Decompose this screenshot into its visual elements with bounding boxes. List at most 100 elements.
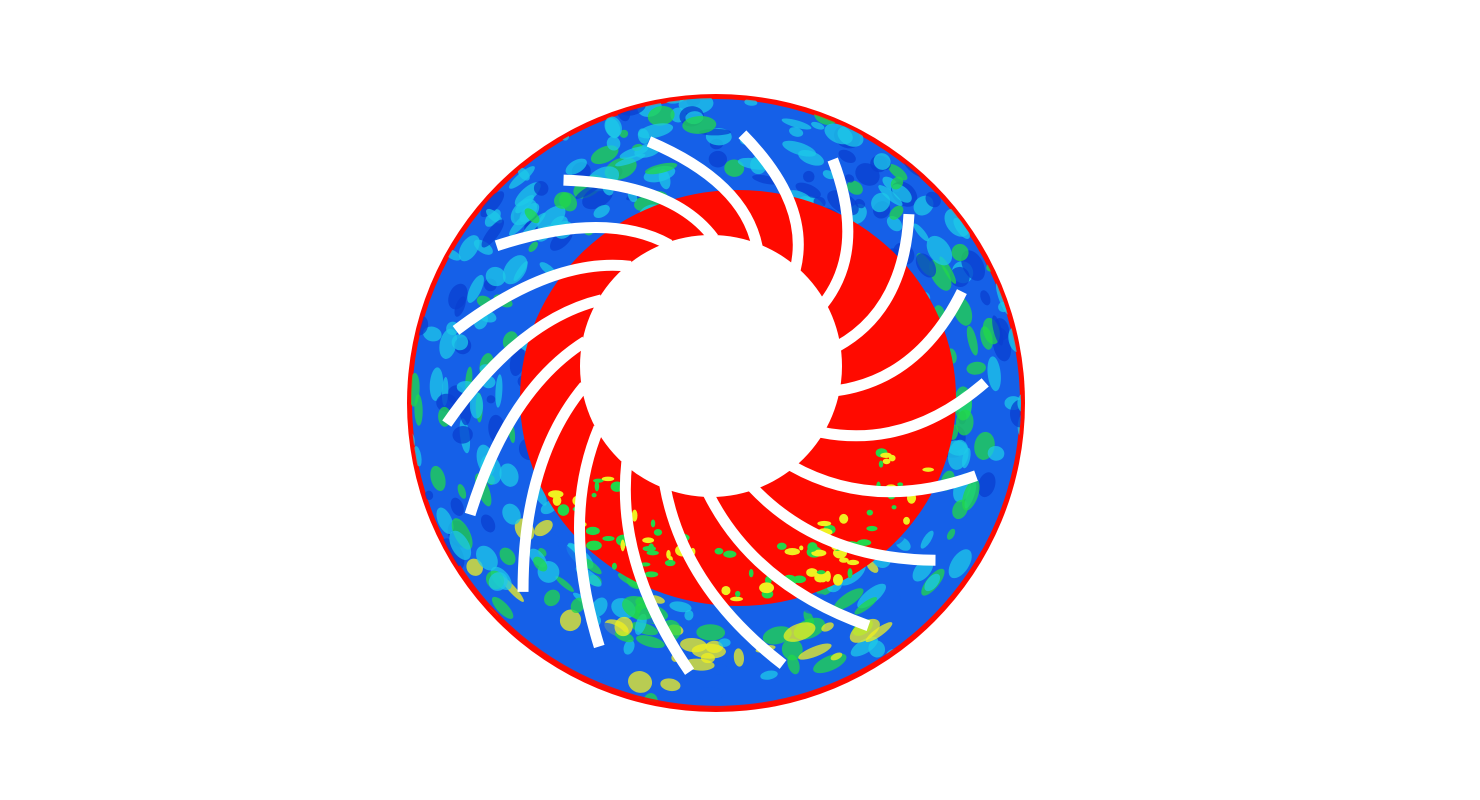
flow-eddy [885,585,901,602]
flow-eddy [480,514,496,533]
flow-eddy [593,204,610,218]
red-zone-speckle [891,505,897,510]
flow-eddy [439,328,458,359]
red-zone-speckle [594,481,600,492]
blade [619,461,695,675]
flow-eddy [977,472,996,498]
red-zone-speckle [807,542,818,552]
red-zone-speckle [548,490,564,498]
flow-eddy [606,136,621,151]
flow-eddy [486,395,496,404]
blade [452,259,632,335]
flow-eddy [709,664,729,675]
flow-eddy [987,445,1005,461]
red-zone-speckle [866,509,874,516]
flow-eddy [604,116,622,138]
flow-eddy [499,547,516,566]
flow-eddy [821,622,834,632]
flow-eddy [752,653,766,661]
flow-eddy [448,283,468,310]
red-zone-speckle [811,549,827,557]
red-zone-speckle [714,547,724,555]
flow-eddy [920,530,934,549]
red-zone-speckle [648,543,654,552]
flow-eddy [457,484,467,499]
flow-eddy [517,167,530,181]
flow-eddy [947,439,969,470]
flow-eddy [524,208,540,224]
flow-eddy [614,616,633,637]
flow-eddy [781,638,803,661]
red-zone-speckle [816,570,826,575]
red-zone-speckle [611,562,617,570]
flow-eddy [696,624,726,641]
blade [464,336,589,517]
red-zone-speckle [666,549,671,559]
flow-eddy [534,519,553,537]
flow-eddy [811,121,825,130]
blade [835,289,967,397]
flow-eddy [537,205,566,233]
flow-eddy [886,215,903,232]
flow-eddy [502,503,521,525]
flow-eddy [744,99,758,106]
red-zone-speckle [552,495,562,506]
flow-eddy [822,170,835,180]
flow-eddy [552,525,563,538]
red-zone-speckle [922,467,935,472]
flow-eddy [449,530,472,561]
flow-eddy [557,542,581,565]
flow-eddy [570,597,585,614]
flow-eddy [533,556,548,572]
flow-eddy [467,274,484,303]
flow-eddy [718,638,731,647]
flow-eddy [708,150,727,168]
flow-eddy [485,266,506,287]
flow-eddy [847,180,863,195]
red-zone-speckle [721,585,731,596]
red-zone-speckle [646,550,659,556]
red-zone-speckle [888,454,896,462]
flow-eddy [469,392,484,419]
flow-eddy [948,549,972,579]
blade-row [442,130,989,675]
blade [819,378,989,442]
flow-eddy [481,219,505,248]
flow-eddy [878,185,903,206]
flow-eddy [636,635,665,649]
blade [517,382,589,592]
flow-eddy [533,181,549,196]
red-zone-speckle [839,557,849,563]
flow-eddy [452,425,473,444]
red-zone-speckle [664,559,676,567]
blade [818,157,854,308]
red-zone-speckle [903,516,910,525]
flow-eddy [762,626,792,645]
flow-eddy [854,597,877,615]
red-zone-speckle [882,458,891,465]
flow-eddy [544,589,561,607]
flow-eddy [555,576,574,592]
flow-eddy [696,686,724,701]
flow-eddy [499,463,519,487]
flow-eddy [623,639,635,655]
red-zone-speckle [730,596,743,602]
flow-eddy [430,465,446,491]
flow-eddy [865,622,893,643]
hub-hole [580,235,842,497]
red-zone-speckle [878,460,884,468]
flow-eddy [450,497,464,516]
flow-eddy [424,490,434,500]
red-zone-speckle [784,548,800,556]
flow-eddy [966,325,978,356]
flow-eddy [889,205,904,220]
blade [703,491,871,632]
flow-eddy [850,636,878,657]
flow-eddy [915,253,937,278]
flow-eddy [423,326,442,342]
flow-eddy [888,164,908,181]
flow-eddy [436,507,454,535]
flow-eddy [854,198,866,209]
red-zone-speckle [602,536,615,542]
blade [834,213,915,352]
